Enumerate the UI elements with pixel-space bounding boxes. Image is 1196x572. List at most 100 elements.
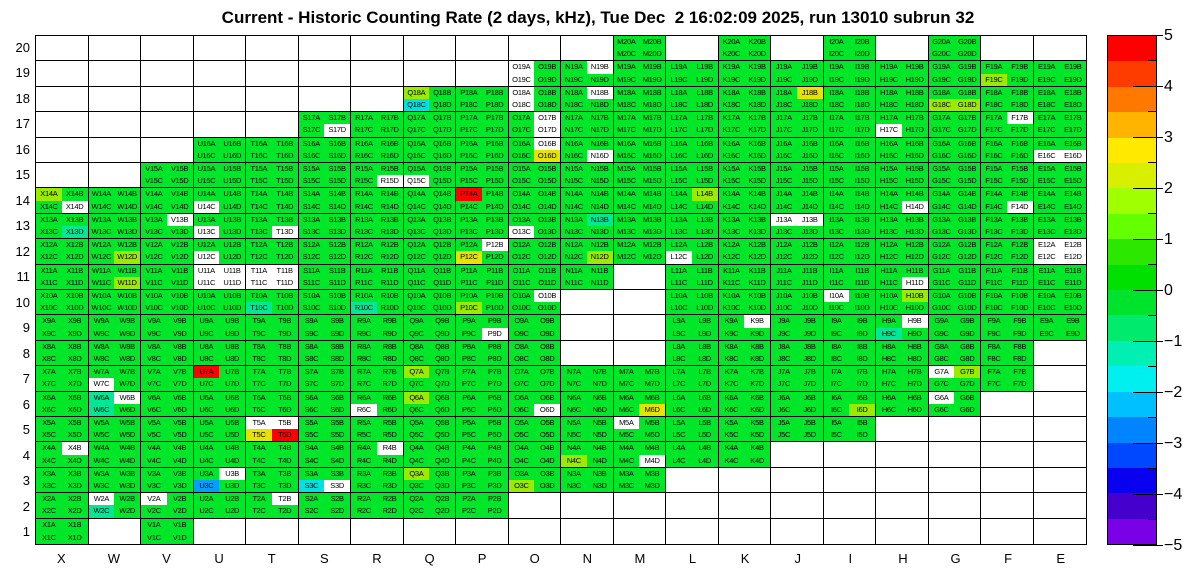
cell-quadrant-K6D: K6D (744, 403, 770, 416)
cell-quadrant-X9D: X9D (61, 327, 88, 340)
cell-L20 (666, 36, 719, 62)
cell-G10: G10A G10B G10C G10D (928, 289, 981, 316)
x-axis-label-W: W (107, 551, 121, 566)
cell-quadrant-S5A: S5A (298, 416, 325, 430)
cell-quadrant-V15C: V15C (141, 175, 167, 188)
cell-quadrant-J9C: J9C (771, 327, 797, 340)
cell-S19 (298, 61, 351, 87)
cell-quadrant-L17A: L17A (666, 112, 692, 125)
cell-quadrant-V12B: V12B (166, 239, 193, 252)
cell-R16: R16A R16B R16C R16D (351, 137, 404, 163)
cell-quadrant-Q14D: Q14D (429, 200, 455, 213)
cell-O12: O12A O12B O12C O12D (508, 239, 561, 265)
cell-quadrant-O7D: O7D (534, 378, 560, 391)
cell-M8 (613, 340, 666, 367)
cell-quadrant-M13C: M13C (613, 225, 640, 239)
cell-quadrant-V4B: V4B (166, 442, 193, 455)
cell-quadrant-Q4D: Q4D (429, 454, 455, 467)
cell-quadrant-U15D: U15D (219, 175, 245, 188)
cell-S1 (298, 518, 351, 544)
cell-quadrant-Q16D: Q16D (429, 149, 455, 162)
cell-quadrant-K19B: K19B (744, 61, 770, 74)
cell-quadrant-T14C: T14C (246, 200, 272, 213)
cell-R19 (351, 61, 404, 87)
cell-O10: O10A O10B O10C O10D (508, 289, 561, 316)
cell-quadrant-S16A: S16A (298, 137, 325, 150)
cell-quadrant-M6B: M6B (639, 391, 665, 404)
cell-quadrant-Q3D: Q3D (429, 479, 455, 493)
cell-quadrant-R5A: R5A (351, 416, 377, 430)
cell-quadrant-F10A: F10A (981, 289, 1007, 303)
cell-X19 (36, 61, 89, 87)
cell-H7: H7A H7B H7C H7D (876, 366, 929, 392)
cell-U20 (193, 36, 246, 62)
cell-T8: T8A T8B T8C T8D (246, 340, 299, 367)
cell-M10 (613, 289, 666, 316)
cell-quadrant-M7C: M7C (613, 378, 640, 391)
cell-quadrant-O14C: O14C (508, 200, 535, 213)
cell-quadrant-W10A: W10A (88, 289, 115, 303)
cell-E13: E13A E13B E13C E13D (1033, 213, 1086, 240)
y-axis-label-5: 5 (22, 422, 30, 438)
cell-quadrant-R17D: R17D (376, 124, 403, 137)
cell-quadrant-V1B: V1B (166, 518, 193, 532)
cell-P6: P6A P6B P6C P6D (456, 391, 509, 417)
cell-W6: W6A W6B W6C W6D (88, 391, 141, 417)
y-axis-label-18: 18 (15, 90, 30, 106)
cell-quadrant-P15D: P15D (481, 175, 508, 188)
cell-U4: U4A U4B U4C U4D (193, 442, 246, 468)
cell-quadrant-M7A: M7A (613, 366, 640, 379)
cell-quadrant-O10D: O10D (534, 302, 560, 315)
cell-W2: W2A W2B W2C W2D (88, 493, 141, 519)
cell-F7: F7A F7B F7C F7D (981, 366, 1034, 392)
cell-quadrant-W9D: W9D (114, 327, 140, 340)
cell-N1 (561, 518, 614, 544)
cell-quadrant-U2C: U2C (193, 505, 220, 518)
cell-quadrant-Q17C: Q17C (403, 124, 430, 137)
cell-U18 (193, 86, 246, 113)
cell-quadrant-U6A: U6A (193, 391, 220, 404)
cell-quadrant-I13D: I13D (849, 225, 875, 239)
cell-quadrant-U3D: U3D (219, 479, 245, 493)
cell-quadrant-T7C: T7C (246, 378, 272, 391)
cell-quadrant-V13A: V13A (141, 213, 167, 226)
cell-quadrant-V5B: V5B (166, 416, 193, 430)
cell-quadrant-W14B: W14B (114, 188, 140, 201)
cell-quadrant-K15D: K15D (744, 175, 770, 188)
cell-quadrant-W3B: W3B (114, 467, 140, 480)
cell-quadrant-N16B: N16B (586, 137, 613, 150)
cell-H1 (876, 518, 929, 544)
cell-quadrant-K18A: K18A (718, 86, 745, 99)
cell-quadrant-R4A: R4A (351, 442, 377, 455)
cell-quadrant-L19A: L19A (666, 61, 692, 74)
cell-quadrant-P6D: P6D (481, 403, 508, 416)
cell-quadrant-L4D: L4D (691, 454, 718, 467)
cell-P1 (456, 518, 509, 544)
cell-quadrant-J5B: J5B (796, 416, 823, 430)
cell-quadrant-P12A: P12A (456, 239, 482, 252)
cell-quadrant-J12B: J12B (796, 239, 823, 252)
cell-quadrant-H10C: H10C (876, 302, 902, 315)
cell-quadrant-K16B: K16B (744, 137, 770, 150)
cell-quadrant-O11D: O11D (534, 276, 560, 289)
cell-quadrant-N16A: N16A (561, 137, 587, 150)
cell-quadrant-H16B: H16B (901, 137, 928, 150)
cell-quadrant-U2D: U2D (219, 505, 245, 518)
cell-quadrant-N14B: N14B (586, 188, 613, 201)
cell-quadrant-E18B: E18B (1059, 86, 1086, 99)
cell-K16: K16A K16B K16C K16D (718, 137, 771, 163)
cell-quadrant-N13C: N13C (561, 225, 587, 239)
cell-quadrant-S4C: S4C (298, 454, 325, 467)
cell-quadrant-G9C: G9C (928, 327, 955, 340)
cell-X5: X5A X5B X5C X5D (36, 416, 89, 443)
cell-quadrant-S11C: S11C (298, 276, 325, 289)
cell-Q10: Q10A Q10B Q10C Q10D (403, 289, 456, 316)
cell-S17: S17A S17B S17C S17D (298, 112, 351, 138)
cell-quadrant-F13B: F13B (1006, 213, 1033, 226)
cell-quadrant-W11B: W11B (114, 264, 140, 277)
cell-quadrant-T5C: T5C (246, 429, 272, 442)
cell-quadrant-J15A: J15A (771, 162, 797, 176)
cell-quadrant-I10B: I10B (849, 289, 875, 303)
cell-quadrant-M15A: M15A (613, 162, 640, 176)
cell-L4: L4A L4B L4C L4D (666, 442, 719, 468)
